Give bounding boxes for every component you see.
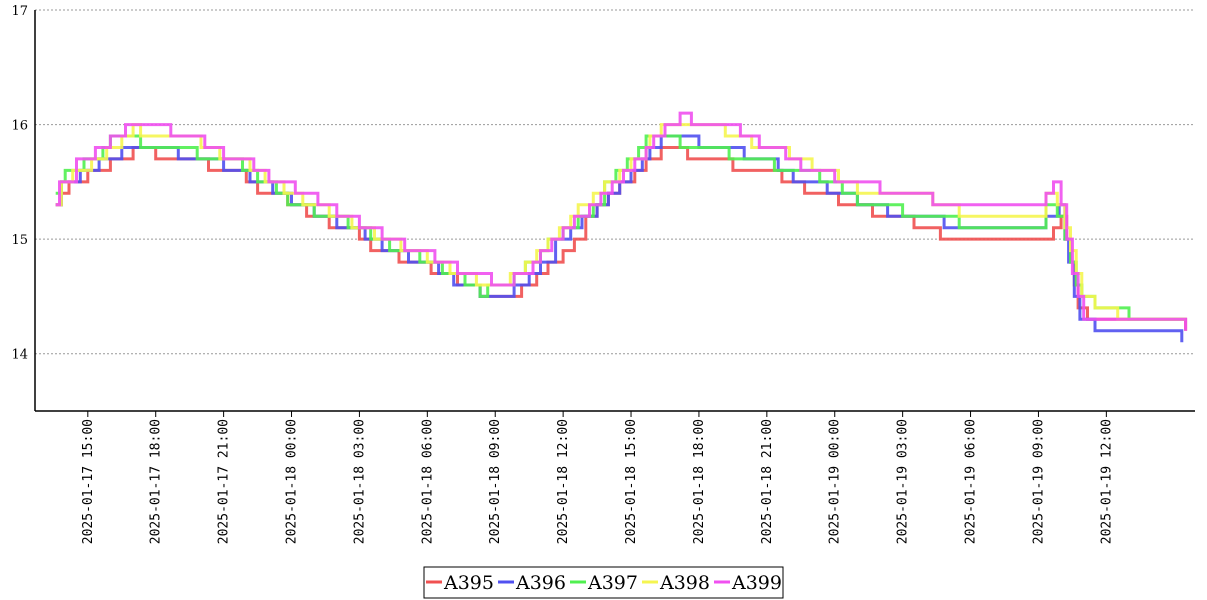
x-tick-label: 2025-01-18 15:00 — [624, 419, 639, 544]
x-tick-label: 2025-01-18 00:00 — [285, 419, 300, 544]
x-tick-label: 2025-01-17 18:00 — [149, 419, 164, 544]
legend-label: A396 — [515, 572, 566, 594]
series-lines — [55, 111, 1188, 343]
legend-label: A397 — [587, 572, 638, 594]
series-line-a397 — [55, 134, 1186, 321]
y-tick-label: 14 — [11, 348, 28, 363]
x-tick-label: 2025-01-18 03:00 — [352, 419, 367, 544]
x-tick-label: 2025-01-18 18:00 — [692, 419, 707, 544]
y-tick-labels: 14 15 16 17 — [11, 4, 28, 363]
legend-label: A399 — [731, 572, 782, 594]
legend: A395 A396 A397 A398 A399 — [423, 566, 784, 599]
x-tick-labels: 2025-01-17 15:00 2025-01-17 18:00 2025-01-… — [81, 411, 1114, 544]
x-tick-label: 2025-01-18 12:00 — [556, 419, 571, 544]
x-tick-label: 2025-01-18 06:00 — [420, 419, 435, 544]
x-tick-label: 2025-01-19 06:00 — [964, 419, 979, 544]
axes — [34, 10, 1195, 412]
y-tick-label: 16 — [11, 119, 28, 134]
series-line-a398 — [55, 123, 1186, 321]
series-line-a399 — [55, 111, 1188, 331]
x-tick-label: 2025-01-17 21:00 — [217, 419, 232, 544]
legend-label: A395 — [443, 572, 494, 594]
x-tick-label: 2025-01-19 12:00 — [1099, 419, 1114, 544]
grid-lines — [35, 9, 1195, 355]
x-tick-label: 2025-01-19 03:00 — [896, 419, 911, 544]
x-tick-label: 2025-01-18 09:00 — [488, 419, 503, 544]
x-tick-label: 2025-01-19 00:00 — [828, 419, 843, 544]
x-tick-label: 2025-01-18 21:00 — [760, 419, 775, 544]
y-tick-label: 15 — [11, 233, 28, 248]
y-tick-label: 17 — [11, 4, 28, 19]
x-tick-label: 2025-01-17 15:00 — [81, 419, 96, 544]
legend-label: A398 — [659, 572, 710, 594]
x-tick-label: 2025-01-19 09:00 — [1031, 419, 1046, 544]
series-line-a395 — [55, 146, 1188, 331]
